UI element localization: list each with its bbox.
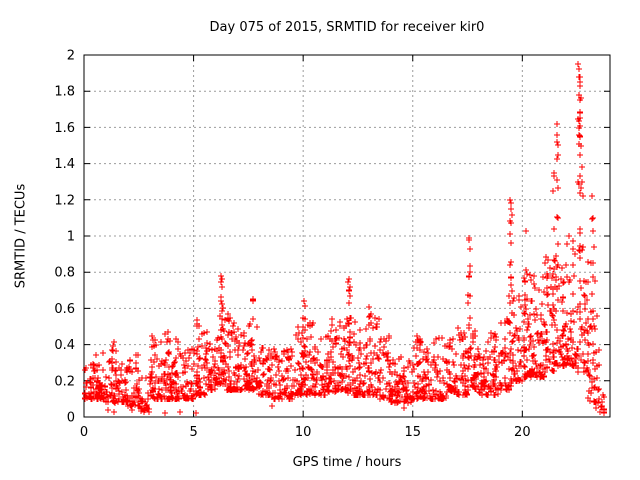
- tick-labels: 0 5 10 15 20 0 0.2 0.4 0.6 0.8 1 1.2 1.4 1.6 1.8 2: [54, 49, 530, 441]
- data-points: [82, 61, 607, 416]
- x-tick-label: 10: [295, 425, 312, 440]
- axis-ticks: [83, 54, 610, 418]
- y-tick-label: 0.8: [54, 266, 75, 281]
- y-tick-label: 0.2: [54, 374, 75, 389]
- y-tick-label: 1: [67, 230, 75, 245]
- y-tick-label: 0.4: [54, 338, 75, 353]
- x-tick-label: 15: [404, 425, 421, 440]
- x-tick-label: 5: [189, 425, 197, 440]
- y-tick-label: 0: [67, 411, 75, 426]
- y-tick-label: 2: [67, 49, 75, 64]
- y-tick-label: 1.4: [54, 157, 75, 172]
- y-tick-label: 1.6: [54, 121, 75, 136]
- x-tick-label: 20: [514, 425, 531, 440]
- y-axis-label: SRMTID / TECUs: [13, 183, 29, 289]
- x-axis-label: GPS time / hours: [292, 455, 402, 470]
- y-tick-label: 1.8: [54, 85, 75, 100]
- y-tick-label: 0.6: [54, 302, 75, 317]
- y-tick-label: 1.2: [54, 193, 75, 208]
- chart-title: Day 075 of 2015, SRMTID for receiver kir…: [209, 20, 485, 35]
- x-tick-label: 0: [80, 425, 88, 440]
